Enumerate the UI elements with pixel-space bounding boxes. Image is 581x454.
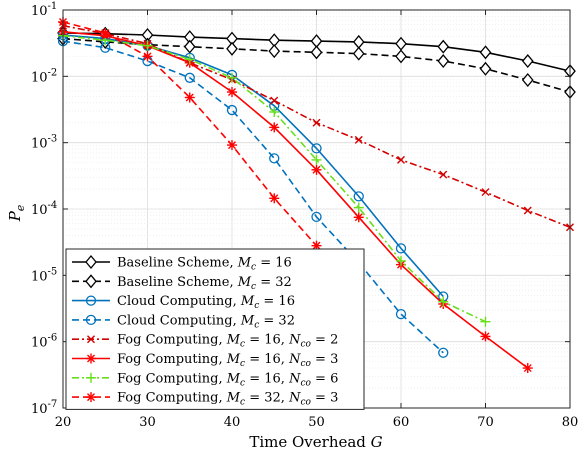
data-point bbox=[395, 243, 407, 254]
data-point bbox=[353, 202, 364, 213]
legend-box bbox=[65, 248, 365, 410]
data-point bbox=[269, 122, 280, 133]
data-point bbox=[352, 46, 365, 61]
data-point bbox=[523, 206, 532, 215]
data-point bbox=[142, 40, 153, 51]
x-tick-label: 70 bbox=[477, 415, 494, 430]
legend-entry: Baseline Scheme, Mc = 16 bbox=[72, 254, 292, 273]
data-point bbox=[184, 72, 195, 83]
legend-entry: Cloud Computing, Mc = 16 bbox=[72, 294, 295, 311]
data-point bbox=[268, 44, 281, 59]
y-tick-labels: 10-7 10-6 10-5 10-4 10-3 10-2 10-1 bbox=[31, 1, 57, 417]
data-point bbox=[310, 45, 323, 60]
y-tick-label: 10-1 bbox=[31, 1, 57, 19]
y-tick-label: 10-3 bbox=[31, 134, 57, 152]
legend-label: Baseline Scheme, Mc = 16 bbox=[117, 256, 292, 273]
legend-label: Fog Computing, Mc = 32, Nco = 3 bbox=[117, 391, 338, 408]
data-point bbox=[437, 54, 450, 69]
data-point bbox=[311, 154, 322, 165]
data-point bbox=[85, 314, 97, 326]
data-point bbox=[480, 331, 491, 342]
data-point bbox=[396, 255, 406, 266]
data-point bbox=[85, 295, 97, 306]
y-tick-label: 10-7 bbox=[31, 399, 57, 417]
data-point bbox=[480, 316, 491, 327]
data-point bbox=[312, 118, 321, 127]
data-point bbox=[86, 372, 96, 383]
data-point bbox=[522, 363, 533, 374]
data-point bbox=[521, 54, 534, 69]
y-axis-label: Pe bbox=[6, 204, 27, 222]
data-point bbox=[439, 170, 448, 179]
legend-label: Fog Computing, Mc = 16, Nco = 6 bbox=[117, 371, 338, 388]
data-point bbox=[437, 39, 450, 54]
data-point bbox=[183, 39, 196, 54]
data-point bbox=[311, 164, 322, 175]
data-point bbox=[354, 135, 363, 144]
data-point bbox=[87, 335, 95, 344]
legend-entry: Fog Computing, Mc = 16, Nco = 2 bbox=[72, 333, 338, 350]
x-tick-label: 80 bbox=[562, 415, 579, 430]
data-point bbox=[395, 308, 407, 320]
x-tick-labels: 20 30 40 50 60 70 80 bbox=[55, 415, 579, 430]
series-layer bbox=[57, 16, 576, 374]
data-point bbox=[311, 211, 322, 223]
y-tick-label: 10-5 bbox=[31, 266, 57, 284]
y-tick-label: 10-2 bbox=[31, 67, 57, 85]
data-point bbox=[226, 104, 238, 116]
data-point bbox=[86, 353, 96, 364]
data-point bbox=[227, 140, 237, 151]
legend-label: Fog Computing, Mc = 16, Nco = 2 bbox=[117, 333, 338, 350]
x-tick-label: 20 bbox=[55, 415, 72, 430]
data-point bbox=[86, 392, 96, 403]
data-point bbox=[100, 28, 111, 39]
data-point bbox=[311, 143, 322, 154]
data-point bbox=[438, 347, 449, 358]
legend-label: Baseline Scheme, Mc = 32 bbox=[117, 275, 292, 292]
legend-entry: Fog Computing, Mc = 16, Nco = 6 bbox=[72, 371, 338, 388]
data-point bbox=[184, 92, 195, 103]
y-tick-label: 10-4 bbox=[31, 200, 57, 218]
data-point bbox=[397, 155, 405, 164]
legend-label: Cloud Computing, Mc = 16 bbox=[117, 294, 295, 311]
data-point bbox=[479, 45, 492, 60]
x-axis-label: Time Overhead G bbox=[249, 433, 382, 451]
x-tick-label: 40 bbox=[224, 415, 241, 430]
data-point bbox=[269, 153, 280, 164]
x-tick-label: 30 bbox=[139, 415, 156, 430]
legend-entry: Fog Computing, Mc = 32, Nco = 3 bbox=[72, 391, 338, 408]
data-point bbox=[142, 51, 153, 62]
legend-entry: Fog Computing, Mc = 16, Nco = 3 bbox=[72, 352, 338, 369]
legend-label: Fog Computing, Mc = 16, Nco = 3 bbox=[117, 352, 338, 369]
data-point bbox=[521, 73, 534, 88]
data-point bbox=[481, 188, 490, 197]
x-tick-label: 60 bbox=[393, 415, 410, 430]
data-point bbox=[85, 254, 97, 270]
data-point bbox=[269, 193, 280, 204]
data-point bbox=[227, 72, 237, 83]
data-point bbox=[353, 212, 364, 223]
data-point bbox=[395, 49, 407, 64]
data-point bbox=[438, 296, 449, 307]
legend-label: Cloud Computing, Mc = 32 bbox=[117, 313, 295, 330]
data-point bbox=[479, 61, 492, 76]
data-point bbox=[269, 106, 280, 117]
legend-entry: Baseline Scheme, Mc = 32 bbox=[72, 274, 292, 292]
series-7 bbox=[58, 30, 491, 327]
legend: Baseline Scheme, Mc = 16 Baseline Scheme,… bbox=[65, 248, 365, 410]
y-tick-label: 10-6 bbox=[31, 333, 57, 351]
data-point bbox=[226, 41, 238, 56]
data-point bbox=[184, 54, 195, 65]
legend-entry: Cloud Computing, Mc = 32 bbox=[72, 313, 295, 330]
x-tick-label: 50 bbox=[308, 415, 325, 430]
data-point bbox=[353, 191, 364, 202]
data-point bbox=[270, 96, 279, 105]
data-point bbox=[85, 274, 97, 289]
data-point bbox=[227, 87, 237, 98]
series-4 bbox=[57, 35, 449, 358]
series-8 bbox=[58, 16, 322, 251]
